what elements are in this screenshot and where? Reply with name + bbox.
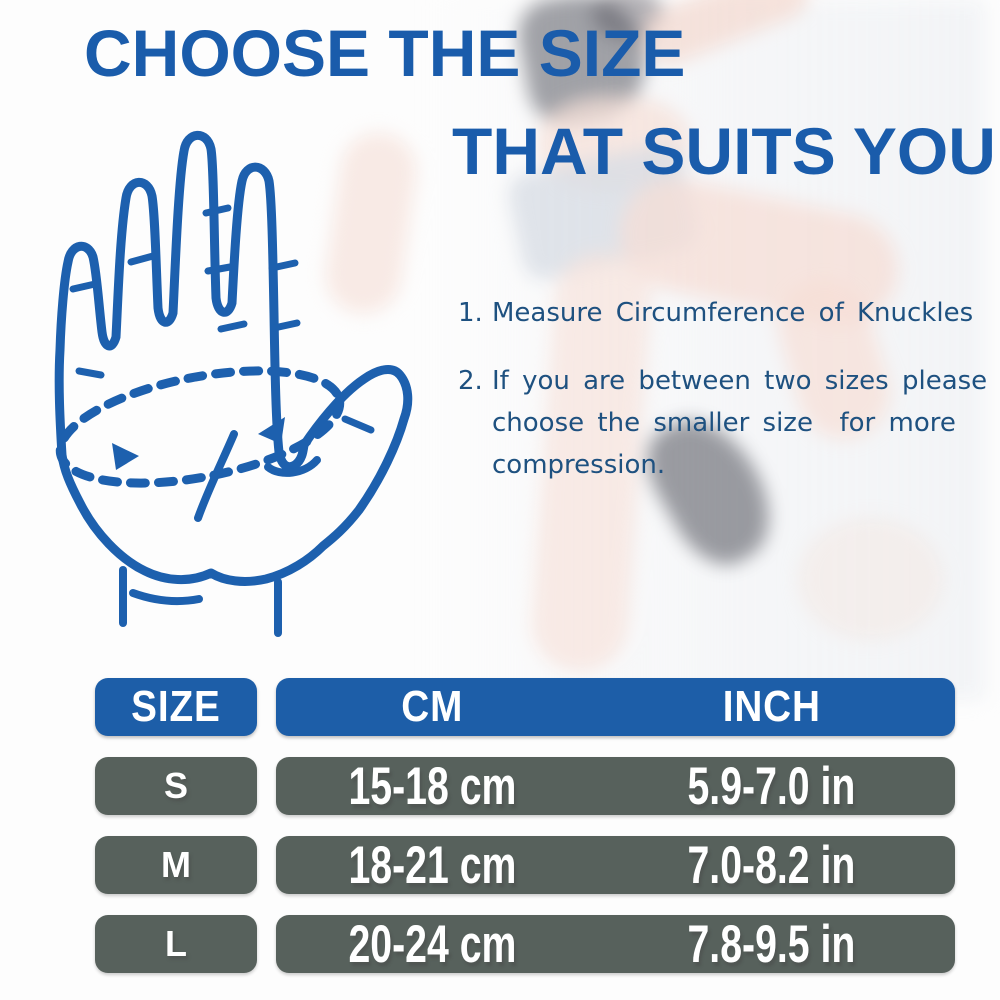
instruction-list: 1. Measure Circumference of Knuckles 2. … [458,292,987,486]
page-title-line-1: CHOOSE THE SIZE [84,16,686,90]
size-table-header-row: SIZE CM INCH [95,678,955,736]
values-cell-s: 15-18 cm 5.9-7.0 in [276,756,955,816]
values-cell-l: 20-24 cm 7.8-9.5 in [276,914,955,974]
size-label: M [161,844,191,885]
size-label: S [163,765,188,806]
header-units-cell: CM INCH [276,678,955,736]
header-cm-label: CM [401,682,464,731]
measurement-arrow-left-icon [258,417,285,444]
header-size-label: SIZE [131,682,221,731]
inch-value: 7.0-8.2 in [687,835,856,895]
inch-value: 7.8-9.5 in [687,914,856,974]
instruction-1-number: 1. [458,298,483,328]
values-cell-m: 18-21 cm 7.0-8.2 in [276,835,955,895]
wrist-lines [119,566,282,637]
header-size-cell: SIZE [95,678,257,736]
size-cell-s: S [95,757,257,815]
measurement-arrow-right-icon [112,443,139,470]
size-cell-l: L [95,915,257,973]
instruction-item-2: 2. If you are between two sizes please c… [458,360,987,486]
instruction-2-text: If you are between two sizes please choo… [492,366,988,480]
header-inch-label: INCH [722,682,821,731]
hand-measurement-diagram-icon [54,130,413,637]
instruction-item-1: 1. Measure Circumference of Knuckles [458,292,983,334]
cm-value: 18-21 cm [348,835,517,895]
size-table: SIZE CM INCH S 15-18 cm 5.9-7.0 in M 18-… [95,678,955,994]
table-row-l: L 20-24 cm 7.8-9.5 in [95,914,955,974]
page-title-line-2: THAT SUITS YOU [452,114,996,188]
hand-outline [54,130,413,586]
instruction-2-number: 2. [458,366,483,396]
table-row-s: S 15-18 cm 5.9-7.0 in [95,756,955,816]
size-cell-m: M [95,836,257,894]
measurement-ellipse [55,366,345,488]
cm-value: 20-24 cm [348,914,517,974]
figure-knee [798,518,943,640]
knuckle-tick-marks [69,204,375,434]
inch-value: 5.9-7.0 in [687,756,856,816]
background-wash [420,0,985,700]
size-label: L [165,923,187,964]
table-row-m: M 18-21 cm 7.0-8.2 in [95,835,955,895]
instruction-1-text: Measure Circumference of Knuckles [492,298,974,328]
cm-value: 15-18 cm [348,756,517,816]
